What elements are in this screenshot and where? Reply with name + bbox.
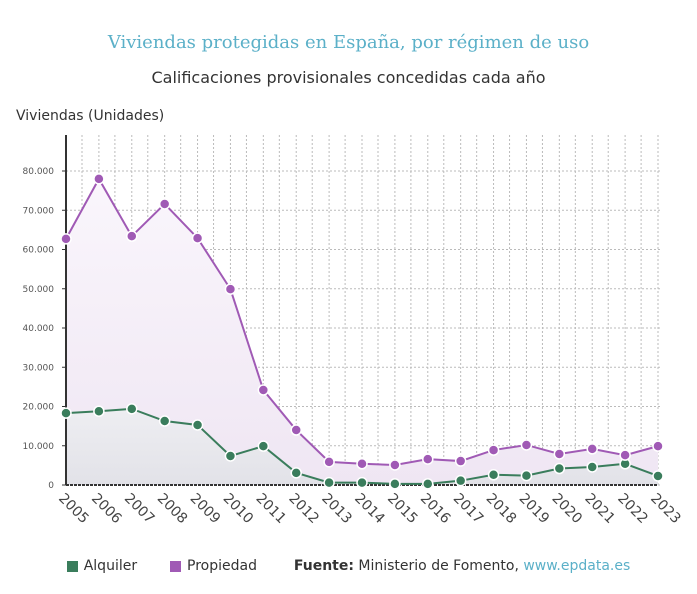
point-alquiler: [290, 467, 302, 479]
point-propiedad: [290, 424, 302, 436]
source-label: Fuente:: [293, 558, 354, 574]
y-tick-label: 70.000: [23, 206, 55, 216]
point-propiedad: [520, 439, 533, 451]
x-tick-label: 2010: [220, 491, 257, 528]
area-propiedad: [66, 178, 658, 485]
point-propiedad: [553, 448, 566, 460]
x-tick-label: 2009: [187, 491, 224, 528]
x-tick-label: 2016: [417, 491, 454, 528]
x-tick-label: 2023: [647, 491, 684, 528]
legend-swatch-propiedad: [170, 560, 181, 572]
x-tick-label: 2013: [318, 491, 355, 528]
chart-title: Viviendas protegidas en España, por régi…: [107, 32, 590, 53]
point-alquiler: [191, 419, 204, 431]
point-alquiler: [586, 461, 598, 473]
y-tick-label: 80.000: [23, 167, 55, 177]
point-propiedad: [191, 232, 204, 244]
y-tick-label: 30.000: [23, 363, 55, 373]
point-alquiler: [487, 469, 500, 481]
x-tick-label: 2008: [154, 491, 191, 528]
point-alquiler: [652, 470, 664, 482]
point-alquiler: [257, 440, 270, 452]
x-tick-label: 2022: [614, 491, 651, 528]
y-tick-label: 50.000: [23, 285, 55, 295]
point-propiedad: [619, 449, 631, 461]
legend-alquiler[interactable]: Alquiler: [83, 558, 138, 574]
x-tick-label: 2020: [549, 491, 586, 528]
y-tick-label: 60.000: [23, 246, 55, 256]
source-text: Ministerio de Fomento,: [358, 558, 519, 574]
chart-svg: 0 10.000 20.000 30.000 40.000 50.000 60.000 70.…: [23, 135, 684, 528]
x-tick-label: 2017: [450, 491, 487, 528]
x-tick-label: 2019: [516, 491, 553, 528]
point-propiedad: [93, 173, 105, 185]
point-alquiler: [553, 462, 566, 475]
y-tick-label: 40.000: [23, 324, 55, 334]
point-alquiler: [60, 407, 72, 419]
point-alquiler: [356, 476, 368, 489]
source: Fuente: Ministerio de Fomento, www.epdat…: [294, 558, 630, 574]
x-tick-label: 2007: [121, 491, 158, 528]
point-propiedad: [487, 444, 500, 456]
point-propiedad: [158, 198, 171, 210]
x-tick-label: 2014: [351, 491, 388, 528]
legend-swatch-alquiler: [66, 560, 78, 572]
legend: Alquiler Propiedad Fuente: Ministerio de…: [0, 558, 697, 574]
point-alquiler: [93, 405, 105, 417]
point-propiedad: [126, 230, 138, 242]
point-alquiler: [520, 469, 533, 482]
point-propiedad: [389, 459, 401, 471]
point-propiedad: [224, 283, 237, 295]
point-alquiler: [454, 474, 467, 487]
point-alquiler: [422, 478, 434, 490]
source-link[interactable]: www.epdata.es: [523, 558, 631, 574]
point-propiedad: [454, 455, 467, 467]
y-axis-label: Viviendas (Unidades): [16, 108, 165, 124]
chart-subtitle: Calificaciones provisionales concedidas …: [151, 68, 546, 87]
y-tick-label: 20.000: [23, 403, 55, 413]
x-tick-label: 2011: [253, 491, 290, 528]
point-alquiler: [224, 450, 237, 462]
x-tick-label: 2006: [88, 491, 125, 528]
x-tick-label: 2018: [483, 491, 520, 528]
point-propiedad: [60, 233, 72, 245]
x-tick-label: 2005: [55, 491, 92, 528]
point-alquiler: [323, 476, 335, 489]
area-alquiler: [66, 408, 658, 485]
point-propiedad: [257, 384, 270, 396]
point-alquiler: [389, 478, 401, 490]
y-tick-label: 10.000: [23, 442, 55, 452]
y-tick-label: 0: [48, 481, 54, 491]
point-propiedad: [586, 443, 598, 455]
x-tick-label: 2012: [285, 491, 322, 528]
point-propiedad: [323, 456, 335, 468]
x-tick-label: 2015: [384, 491, 421, 528]
legend-propiedad[interactable]: Propiedad: [187, 558, 257, 574]
point-propiedad: [356, 458, 368, 470]
point-alquiler: [126, 403, 138, 415]
point-alquiler: [158, 415, 171, 427]
point-propiedad: [652, 440, 664, 452]
x-tick-label: 2021: [581, 491, 618, 528]
point-propiedad: [422, 453, 434, 465]
